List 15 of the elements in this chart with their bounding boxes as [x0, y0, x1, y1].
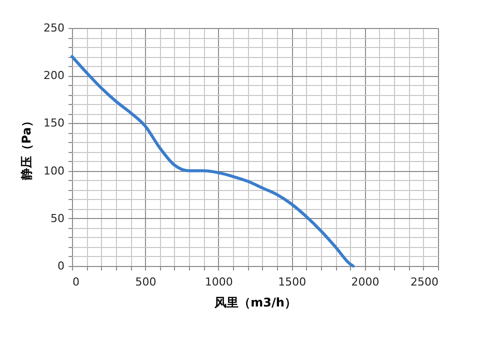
x-tick-label: 500 [135, 276, 156, 288]
y-axis-title: 静压（Pa） [20, 115, 34, 181]
x-tick-label: 1000 [204, 276, 233, 288]
y-tick-label: 150 [44, 116, 64, 130]
x-tick-label: 0 [72, 276, 80, 288]
y-tick-label: 250 [44, 22, 64, 34]
x-axis-title: 风里（m3/h） [214, 296, 296, 310]
x-tick-label: 1500 [278, 276, 306, 288]
y-tick-label: 200 [44, 69, 64, 82]
y-tick-label: 100 [44, 164, 64, 178]
y-tick-label: 0 [58, 260, 64, 272]
y-tick-label: 50 [50, 212, 64, 225]
line-series [70, 55, 355, 268]
x-tick-label: 2500 [410, 276, 438, 288]
x-tick-label: 2000 [351, 276, 380, 288]
